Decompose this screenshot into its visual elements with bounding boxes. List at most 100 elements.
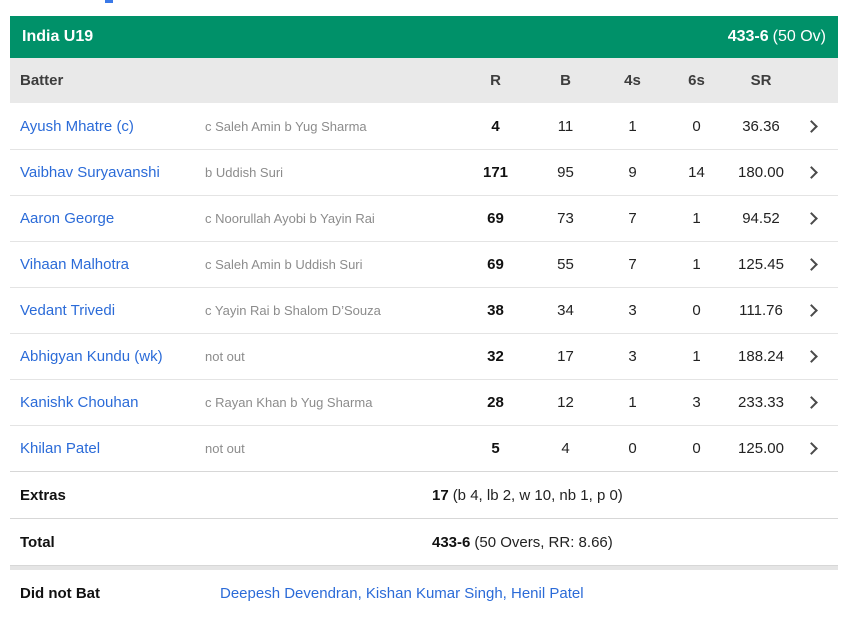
dismissal-text: not out — [205, 349, 245, 364]
runs-value: 171 — [482, 164, 509, 181]
innings-overs: (50 Ov) — [772, 28, 826, 45]
chevron-right-icon[interactable] — [794, 196, 828, 241]
runs-value: 5 — [491, 440, 500, 457]
did-not-bat-players-link[interactable]: Deepesh Devendran, Kishan Kumar Singh, H… — [220, 584, 584, 602]
runs-value: 69 — [487, 210, 504, 227]
fours-value: 3 — [628, 348, 637, 365]
fours-value: 9 — [628, 164, 637, 181]
balls-value: 34 — [557, 302, 574, 319]
sixes-value: 1 — [692, 348, 701, 365]
balls-value: 11 — [557, 117, 574, 135]
dismissal-text: c Noorullah Ayobi b Yayin Rai — [205, 211, 375, 226]
chevron-right-icon[interactable] — [794, 380, 828, 425]
dismissal-text: c Saleh Amin b Uddish Suri — [205, 257, 363, 272]
sixes-value: 0 — [692, 117, 701, 135]
balls-value: 17 — [557, 348, 574, 365]
batter-name-link[interactable]: Kanishk Chouhan — [20, 394, 139, 411]
chevron-right-icon[interactable] — [794, 288, 828, 333]
dismissal-text: c Saleh Amin b Yug Sharma — [205, 118, 367, 134]
batter-name-link[interactable]: Ayush Mhatre (c) — [20, 117, 134, 135]
batter-name-link[interactable]: Vedant Trivedi — [20, 302, 116, 319]
extras-runs: 17 — [432, 486, 449, 504]
column-header-sixes: 6s — [688, 72, 705, 89]
innings-score: 433-6 (50 Ov) — [728, 28, 826, 46]
runs-value: 69 — [487, 256, 504, 273]
batter-name-link[interactable]: Abhigyan Kundu (wk) — [20, 348, 163, 365]
batter-name-link[interactable]: Khilan Patel — [20, 440, 101, 457]
chevron-right-icon[interactable] — [794, 242, 828, 287]
section-divider — [10, 565, 838, 570]
strike-rate-value: 188.24 — [738, 348, 784, 365]
strike-rate-value: 180.00 — [738, 164, 784, 181]
batter-name-link[interactable]: Aaron George — [20, 210, 115, 227]
batter-name-link[interactable]: Vaibhav Suryavanshi — [20, 164, 160, 181]
strike-rate-value: 233.33 — [738, 394, 784, 411]
fours-value: 1 — [628, 117, 637, 135]
batter-row[interactable]: Abhigyan Kundu (wk) not out 32 17 3 1 18… — [10, 333, 838, 379]
runs-value: 4 — [491, 117, 500, 135]
table-header-row: Batter R B 4s 6s SR — [10, 58, 838, 103]
total-score: 433-6 — [432, 533, 471, 551]
sixes-value: 1 — [692, 256, 701, 273]
dismissal-text: c Yayin Rai b Shalom D’Souza — [205, 303, 381, 318]
runs-value: 38 — [487, 302, 504, 319]
extras-label: Extras — [20, 486, 66, 504]
strike-rate-value: 125.00 — [738, 440, 784, 457]
batter-name-link[interactable]: Vihaan Malhotra — [20, 256, 129, 273]
strike-rate-value: 125.45 — [738, 256, 784, 273]
balls-value: 95 — [557, 164, 574, 181]
runs-value: 28 — [487, 394, 504, 411]
batter-row[interactable]: Kanishk Chouhan c Rayan Khan b Yug Sharm… — [10, 379, 838, 425]
column-header-batter: Batter — [20, 72, 64, 89]
balls-value: 12 — [557, 394, 574, 411]
fours-value: 1 — [628, 394, 637, 411]
chevron-right-icon[interactable] — [794, 334, 828, 379]
column-header-fours: 4s — [624, 72, 641, 89]
sixes-value: 1 — [692, 210, 701, 227]
batter-row[interactable]: Aaron George c Noorullah Ayobi b Yayin R… — [10, 195, 838, 241]
column-header-strike-rate: SR — [750, 72, 772, 89]
fours-value: 7 — [628, 256, 637, 273]
column-header-balls: B — [560, 72, 571, 89]
dismissal-text: b Uddish Suri — [205, 165, 284, 180]
scorecard: India U19 433-6 (50 Ov) Batter R B 4s 6s … — [10, 16, 838, 616]
total-label: Total — [20, 533, 55, 551]
sixes-value: 14 — [688, 164, 705, 181]
batter-row[interactable]: Vaibhav Suryavanshi b Uddish Suri 171 95… — [10, 149, 838, 195]
did-not-bat-row: Did not Bat Deepesh Devendran, Kishan Ku… — [10, 570, 838, 616]
balls-value: 55 — [557, 256, 574, 273]
chevron-right-icon[interactable] — [794, 150, 828, 195]
fours-value: 7 — [628, 210, 637, 227]
team-name: India U19 — [22, 28, 94, 45]
innings-score-value: 433-6 — [727, 28, 769, 45]
extras-row: Extras 17 (b 4, lb 2, w 10, nb 1, p 0) — [10, 471, 838, 518]
fours-value: 0 — [628, 440, 637, 457]
strike-rate-value: 36.36 — [742, 117, 780, 135]
batter-row[interactable]: Vedant Trivedi c Yayin Rai b Shalom D’So… — [10, 287, 838, 333]
dismissal-text: c Rayan Khan b Yug Sharma — [205, 395, 373, 410]
total-detail: (50 Overs, RR: 8.66) — [474, 533, 613, 551]
chevron-right-icon[interactable] — [794, 426, 828, 471]
sixes-value: 3 — [692, 394, 701, 411]
strike-rate-value: 94.52 — [742, 210, 780, 227]
batter-row[interactable]: Vihaan Malhotra c Saleh Amin b Uddish Su… — [10, 241, 838, 287]
column-header-runs: R — [490, 72, 501, 89]
extras-detail: (b 4, lb 2, w 10, nb 1, p 0) — [452, 486, 623, 504]
chevron-right-icon[interactable] — [794, 103, 828, 149]
balls-value: 4 — [561, 440, 570, 457]
total-value: 433-6 (50 Overs, RR: 8.66) — [432, 534, 613, 551]
extras-value: 17 (b 4, lb 2, w 10, nb 1, p 0) — [432, 487, 623, 504]
did-not-bat-label: Did not Bat — [20, 584, 100, 602]
total-row: Total 433-6 (50 Overs, RR: 8.66) — [10, 518, 838, 565]
balls-value: 73 — [557, 210, 574, 227]
sixes-value: 0 — [692, 440, 701, 457]
fours-value: 3 — [628, 302, 637, 319]
runs-value: 32 — [487, 348, 504, 365]
clipped-element-fragment — [105, 0, 113, 3]
sixes-value: 0 — [692, 302, 701, 319]
strike-rate-value: 111.76 — [739, 302, 783, 319]
batter-row[interactable]: Khilan Patel not out 5 4 0 0 125.00 — [10, 425, 838, 471]
dismissal-text: not out — [205, 441, 245, 456]
batter-row[interactable]: Ayush Mhatre (c) c Saleh Amin b Yug Shar… — [10, 103, 838, 149]
innings-header-bar: India U19 433-6 (50 Ov) — [10, 16, 838, 58]
